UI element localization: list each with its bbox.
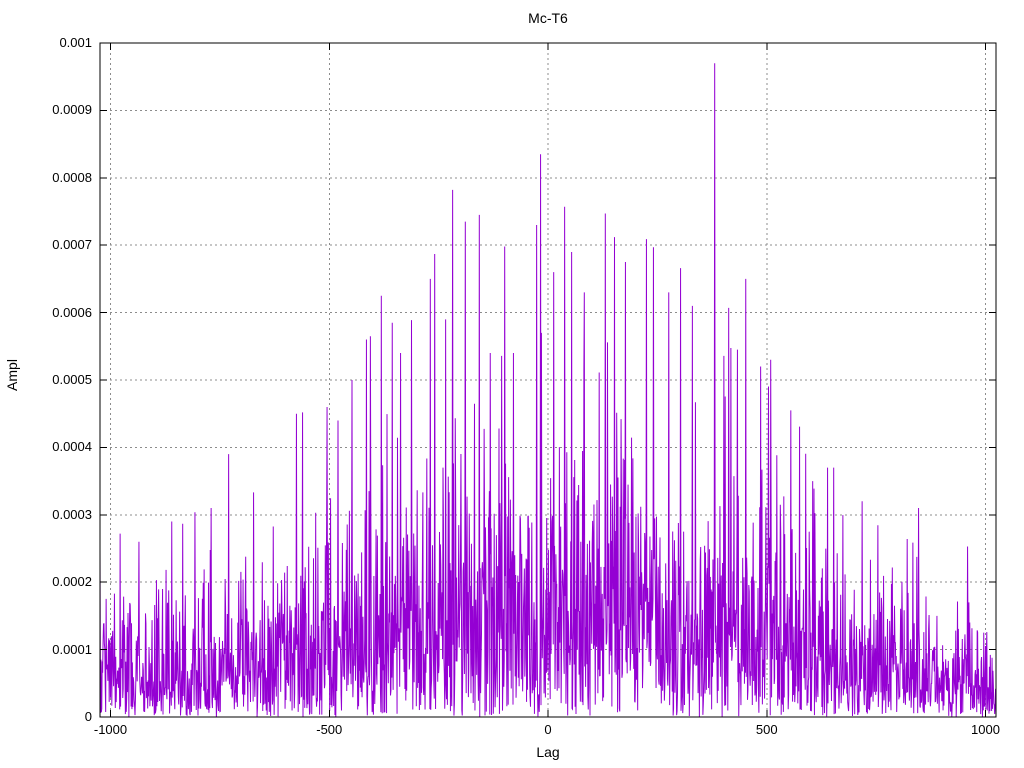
y-tick-label-0.0001: 0.0001 bbox=[52, 641, 92, 657]
x-tick-label-1000: 1000 bbox=[971, 722, 1000, 737]
y-tick-label-0.0005: 0.0005 bbox=[52, 372, 92, 387]
y-tick-label-0.001: 0.001 bbox=[59, 35, 92, 50]
y-tick-label-0: 0 bbox=[84, 709, 92, 724]
y-tick-label-0.0003: 0.0003 bbox=[52, 506, 92, 522]
x-tick-label--1000: -1000 bbox=[93, 722, 128, 737]
y-tick-label-0.0004: 0.0004 bbox=[52, 439, 92, 455]
x-tick-label--500: -500 bbox=[316, 722, 343, 737]
y-tick-label-0.0007: 0.0007 bbox=[52, 237, 92, 253]
data-series bbox=[99, 63, 997, 717]
y-tick-label-0.0008: 0.0008 bbox=[52, 169, 92, 185]
x-axis-label: Lag bbox=[536, 744, 560, 760]
y-tick-label-0.0009: 0.0009 bbox=[52, 102, 92, 118]
x-tick-label-0: 0 bbox=[544, 722, 552, 737]
y-tick-label-0.0002: 0.0002 bbox=[52, 574, 92, 590]
y-tick-label-0.0006: 0.0006 bbox=[52, 304, 92, 320]
x-tick-label-500: 500 bbox=[755, 722, 778, 737]
chart-title: Mc-T6 bbox=[528, 10, 568, 26]
